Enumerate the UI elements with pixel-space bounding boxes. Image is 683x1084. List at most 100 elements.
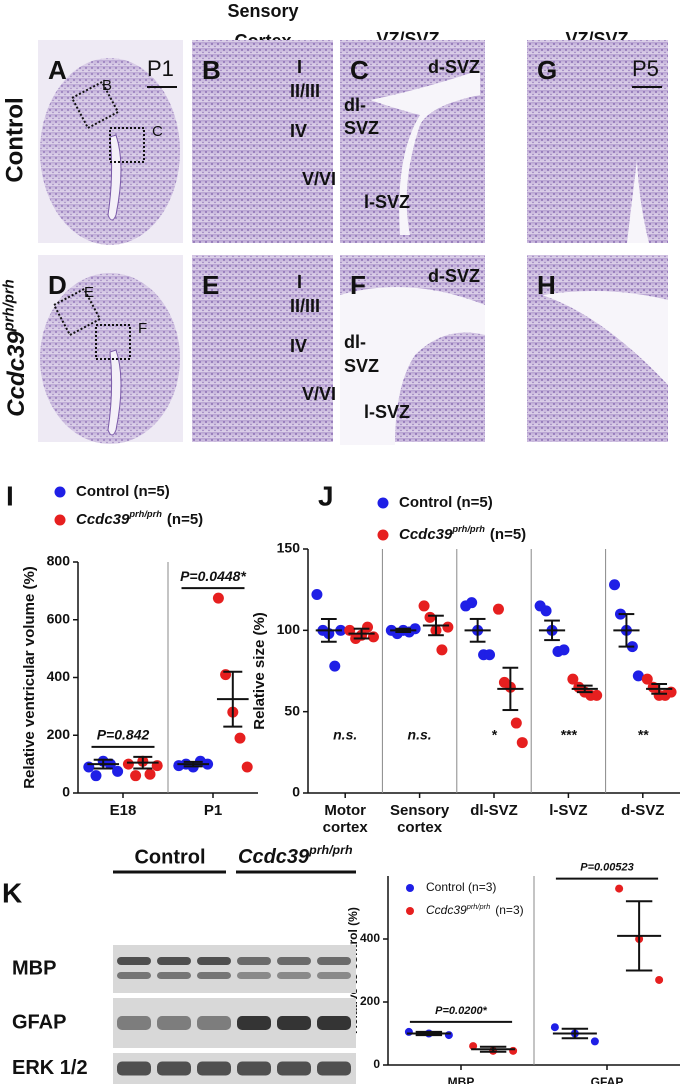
x-tick-word: dl-SVZ — [470, 802, 518, 819]
micrograph — [192, 40, 333, 243]
region-label: SVZ — [344, 118, 379, 138]
y-tick-label: 400 — [360, 931, 380, 945]
legend-label: Control (n=5) — [76, 483, 170, 500]
band — [197, 972, 231, 979]
p-value: P=0.0448* — [180, 568, 246, 584]
x-tick-word: cortex — [397, 819, 443, 836]
micrograph — [527, 40, 668, 243]
y-tick-label: 150 — [277, 540, 301, 556]
x-tick-label: E18 — [110, 802, 137, 819]
data-point — [540, 605, 552, 617]
data-point — [516, 737, 528, 749]
x-tick-label: l-SVZ — [549, 802, 587, 819]
significance-label: n.s. — [333, 727, 357, 743]
data-point — [609, 579, 621, 591]
data-point — [469, 1042, 478, 1051]
superscript: prh/prh — [308, 843, 353, 857]
blot-row-label: GFAP — [12, 1011, 66, 1033]
panel-letter: K — [2, 877, 22, 908]
layer-label: I — [297, 272, 302, 292]
italic-part: Ccdc39 — [238, 846, 310, 868]
ventricle — [542, 291, 668, 385]
data-point — [144, 768, 156, 780]
superscript: prh/prh — [128, 509, 162, 519]
data-point — [329, 660, 341, 672]
x-tick-label: Sensory cortex — [390, 802, 450, 836]
superscript: prh/prh — [466, 902, 491, 911]
blot-strip — [113, 945, 356, 993]
data-point — [436, 644, 448, 656]
region-label: d-SVZ — [428, 57, 480, 77]
y-tick-label: 200 — [47, 726, 71, 742]
band — [117, 1016, 151, 1030]
ventricle — [627, 160, 649, 243]
x-tick-label: GFAP — [591, 1075, 624, 1084]
legend-marker — [54, 514, 66, 526]
group-label: Control — [134, 846, 205, 868]
legend-label: Control (n=5) — [399, 494, 493, 511]
band — [237, 972, 271, 979]
layer-label: IV — [290, 121, 307, 141]
inset-label: F — [138, 320, 147, 337]
data-point — [409, 623, 421, 635]
superscript: prh/prh — [451, 524, 485, 534]
panel-letter: H — [537, 270, 556, 300]
region-label: dl- — [344, 95, 366, 115]
blot-strip — [113, 1053, 356, 1084]
tail-part: (n=3) — [495, 903, 523, 917]
x-tick-word: P1 — [204, 802, 222, 819]
data-point — [418, 600, 430, 612]
panel-letter: C — [350, 55, 369, 85]
data-point — [615, 884, 624, 893]
data-point — [550, 1023, 559, 1032]
legend-marker — [54, 486, 66, 498]
x-tick-label: P1 — [204, 802, 222, 819]
italic-part: Ccdc39 — [76, 511, 130, 528]
band — [277, 1061, 311, 1076]
y-tick-label: 0 — [373, 1057, 380, 1071]
panel-letter: G — [537, 55, 557, 85]
superscript: prh/prh — [2, 279, 18, 332]
data-point — [112, 765, 124, 777]
inset-label: C — [152, 123, 163, 140]
layer-label: I — [297, 57, 302, 77]
legend-label: Control (n=3) — [426, 880, 496, 894]
band — [277, 1016, 311, 1030]
row-label: Control — [1, 97, 28, 182]
data-point — [655, 975, 664, 984]
y-tick-label: 400 — [47, 668, 71, 684]
y-tick-label: 0 — [62, 784, 70, 800]
band — [237, 957, 271, 965]
panel-letter: E — [202, 270, 219, 300]
significance-label: *** — [560, 727, 577, 743]
x-tick-word: E18 — [110, 802, 137, 819]
panel-letter: J — [318, 480, 334, 511]
data-point — [558, 644, 570, 656]
band — [237, 1061, 271, 1076]
band — [237, 1016, 271, 1030]
legend-marker — [377, 529, 389, 541]
band — [117, 1061, 151, 1076]
inset-box — [95, 324, 131, 360]
inset-box — [52, 287, 102, 337]
region-label: d-SVZ — [428, 266, 480, 286]
band — [157, 1016, 191, 1030]
data-point — [212, 592, 224, 604]
x-tick-word: Sensory — [390, 802, 450, 819]
x-tick-word: l-SVZ — [549, 802, 587, 819]
band — [317, 1016, 351, 1030]
ventricle — [107, 349, 122, 436]
data-point — [492, 603, 504, 615]
layer-label: II/III — [290, 81, 320, 101]
data-point — [509, 1046, 518, 1055]
y-tick-label: 50 — [284, 702, 300, 718]
tail-part: (n=5) — [167, 511, 203, 528]
x-tick-word: MBP — [448, 1075, 475, 1084]
inset-box — [109, 127, 145, 163]
data-point — [641, 673, 653, 685]
tail-part: (n=5) — [490, 526, 526, 543]
data-point — [632, 670, 644, 682]
legend-marker — [406, 907, 414, 915]
band — [117, 957, 151, 965]
